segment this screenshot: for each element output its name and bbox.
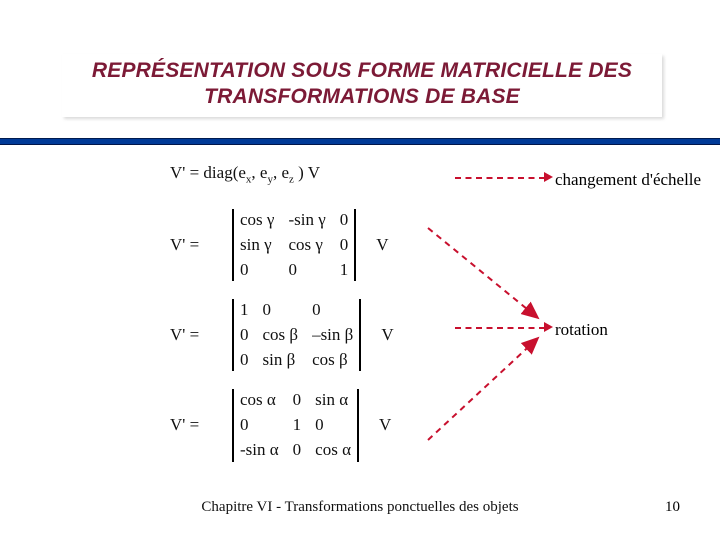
matrix-cells: 1 0 0 0 cos β –sin β 0 sin β cos β bbox=[240, 299, 353, 371]
c: sin γ bbox=[240, 234, 274, 256]
c: 1 bbox=[293, 414, 302, 436]
separator-band bbox=[0, 138, 720, 145]
c: 1 bbox=[240, 299, 249, 321]
c: 0 bbox=[340, 234, 349, 256]
c: 0 bbox=[340, 209, 349, 231]
title-bar: REPRÉSENTATION SOUS FORME MATRICIELLE DE… bbox=[62, 54, 662, 117]
v-trail: V bbox=[379, 414, 391, 436]
lhs: V' = bbox=[170, 414, 226, 436]
t3: , e bbox=[273, 163, 289, 182]
c: cos α bbox=[240, 389, 279, 411]
arrow-scale-head bbox=[544, 172, 553, 182]
c: 1 bbox=[340, 259, 349, 281]
page-number: 10 bbox=[665, 499, 680, 516]
arrow-diagonal-bottom bbox=[420, 330, 570, 460]
c: 0 bbox=[240, 414, 279, 436]
c: -sin α bbox=[240, 439, 279, 461]
matrix-gamma: cos γ -sin γ 0 sin γ cos γ 0 0 0 1 bbox=[226, 209, 362, 281]
matrix-bar-right bbox=[354, 209, 356, 281]
footer-text: Chapitre VI - Transformations ponctuelle… bbox=[0, 499, 720, 516]
matrix-beta: 1 0 0 0 cos β –sin β 0 sin β cos β bbox=[226, 299, 367, 371]
c: 0 bbox=[315, 414, 351, 436]
c: sin β bbox=[263, 349, 299, 371]
c: 0 bbox=[240, 324, 249, 346]
c: cos γ bbox=[288, 234, 325, 256]
c: 0 bbox=[312, 299, 353, 321]
matrix-bar-left bbox=[232, 389, 234, 461]
matrix-bar-left bbox=[232, 299, 234, 371]
c: cos β bbox=[263, 324, 299, 346]
c: –sin β bbox=[312, 324, 353, 346]
c: 0 bbox=[263, 299, 299, 321]
t2: , e bbox=[251, 163, 267, 182]
matrix-cells: cos γ -sin γ 0 sin γ cos γ 0 0 0 1 bbox=[240, 209, 348, 281]
c: 0 bbox=[288, 259, 325, 281]
page-title: REPRÉSENTATION SOUS FORME MATRICIELLE DE… bbox=[62, 54, 662, 117]
t4: ) V bbox=[294, 163, 320, 182]
c: cos γ bbox=[240, 209, 274, 231]
lhs: V' = bbox=[170, 324, 226, 346]
matrix-bar-left bbox=[232, 209, 234, 281]
v-trail: V bbox=[376, 234, 388, 256]
lhs: V' = bbox=[170, 234, 226, 256]
c: 0 bbox=[293, 389, 302, 411]
c: 0 bbox=[240, 259, 274, 281]
c: sin α bbox=[315, 389, 351, 411]
v-trail: V bbox=[381, 324, 393, 346]
matrix-cells: cos α 0 sin α 0 1 0 -sin α 0 cos α bbox=[240, 389, 351, 461]
c: cos β bbox=[312, 349, 353, 371]
matrix-alpha: cos α 0 sin α 0 1 0 -sin α 0 cos α bbox=[226, 389, 365, 461]
eq-text: V' = diag(ex, ey, ez ) V bbox=[170, 162, 320, 187]
c: 0 bbox=[293, 439, 302, 461]
t1: V' = diag(e bbox=[170, 163, 246, 182]
arrow-scale-line bbox=[455, 177, 545, 179]
c: 0 bbox=[240, 349, 249, 371]
arrow-diagonal-top bbox=[420, 210, 570, 340]
label-scale: changement d'échelle bbox=[555, 170, 701, 190]
c: -sin γ bbox=[288, 209, 325, 231]
matrix-bar-right bbox=[359, 299, 361, 371]
c: cos α bbox=[315, 439, 351, 461]
matrix-bar-right bbox=[357, 389, 359, 461]
